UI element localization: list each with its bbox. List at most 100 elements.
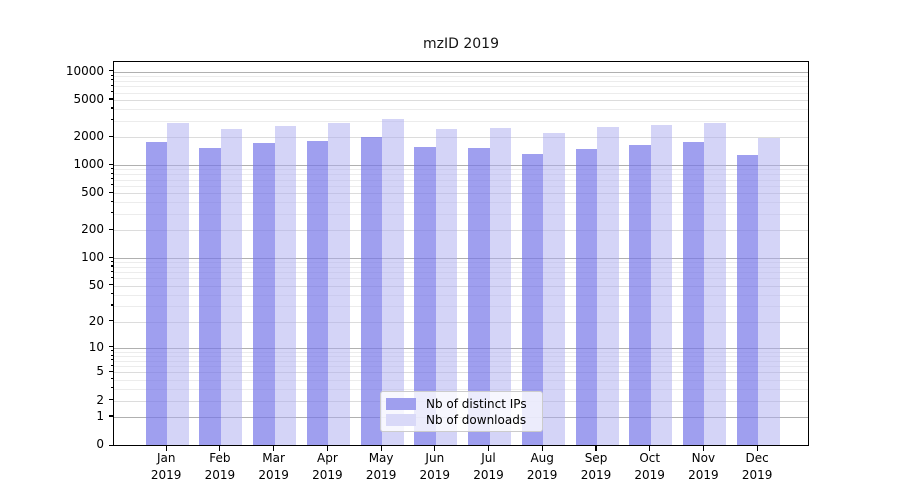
gridline-y-5 <box>114 372 808 374</box>
y-tick-mark-30 <box>110 304 113 306</box>
y-tick-label-1: 1 <box>96 408 104 423</box>
x-tick-label-oct: Oct 2019 <box>634 451 665 482</box>
bar-distinct-ips-apr <box>306 140 329 445</box>
gridline-y-700 <box>114 179 808 181</box>
x-tick-mark-jun <box>434 446 436 451</box>
bar-downloads-may <box>382 118 404 445</box>
x-tick-label-jan: Jan 2019 <box>150 451 182 482</box>
gridline-y-10 <box>114 347 808 349</box>
y-tick-label-10: 10 <box>88 339 104 354</box>
bar-distinct-ips-feb <box>199 148 221 445</box>
gridline-y-20 <box>114 321 808 323</box>
gridline-y-80 <box>114 266 808 268</box>
y-tick-mark-8000 <box>110 79 113 81</box>
gridline-y-40 <box>114 294 808 296</box>
y-tick-mark-5000 <box>108 98 113 100</box>
legend-label-downloads: Nb of downloads <box>426 412 527 427</box>
gridline-y-90 <box>114 262 808 264</box>
gridline-y-9 <box>114 351 808 353</box>
gridline-y-4 <box>114 379 808 381</box>
gridline-y-1000 <box>114 165 808 167</box>
bar-distinct-ips-oct <box>629 144 651 445</box>
y-tick-label-2000: 2000 <box>73 129 104 143</box>
plot-area <box>113 61 809 446</box>
x-tick-mark-may <box>380 446 382 451</box>
y-tick-mark-500 <box>108 191 113 193</box>
bar-downloads-aug <box>543 132 565 445</box>
gridline-y-600 <box>114 185 808 187</box>
y-tick-mark-5 <box>108 370 113 373</box>
y-tick-mark-40 <box>110 293 113 295</box>
x-tick-mark-aug <box>541 446 543 451</box>
bar-distinct-ips-aug <box>521 153 544 445</box>
y-tick-mark-4 <box>110 378 113 380</box>
y-tick-mark-50 <box>108 284 113 286</box>
bar-downloads-jun <box>435 128 458 445</box>
y-tick-mark-90 <box>110 260 113 262</box>
gridline-y-6000 <box>114 92 808 94</box>
y-tick-label-0: 0 <box>96 437 104 451</box>
gridline-y-3000 <box>114 120 808 122</box>
y-tick-mark-3000 <box>110 119 113 121</box>
x-tick-label-jun: Jun 2019 <box>419 451 451 482</box>
y-tick-mark-2 <box>108 399 113 401</box>
bar-downloads-feb <box>220 128 243 445</box>
gridline-y-2000 <box>114 137 808 138</box>
x-tick-label-jul: Jul 2019 <box>473 451 504 482</box>
y-tick-mark-1 <box>108 415 113 417</box>
gridline-y-3 <box>114 388 808 390</box>
y-tick-label-500: 500 <box>81 185 104 200</box>
gridline-y-200 <box>114 230 808 232</box>
gridline-y-60 <box>114 278 808 280</box>
bar-downloads-jul <box>489 127 511 445</box>
x-tick-mark-feb <box>219 446 221 451</box>
chart-title: mzID 2019 <box>423 36 499 52</box>
y-tick-mark-200 <box>108 228 113 230</box>
bar-downloads-jan <box>167 122 189 445</box>
legend-label-distinct-ips: Nb of distinct IPs <box>426 396 527 411</box>
y-tick-mark-100 <box>108 256 113 258</box>
bar-downloads-apr <box>328 122 350 445</box>
y-tick-mark-3 <box>110 387 113 389</box>
gridline-y-8000 <box>114 80 808 82</box>
gridline-y-800 <box>114 174 808 176</box>
y-tick-mark-900 <box>110 167 113 169</box>
y-tick-mark-7000 <box>110 84 113 86</box>
gridline-y-100 <box>114 258 808 259</box>
y-tick-mark-7 <box>110 359 113 361</box>
x-tick-mark-nov <box>702 446 704 451</box>
y-tick-mark-300 <box>110 212 113 214</box>
legend: Nb of distinct IPs Nb of downloads <box>380 391 543 432</box>
y-tick-mark-600 <box>110 184 113 186</box>
y-tick-mark-700 <box>110 178 113 180</box>
x-tick-label-aug: Aug 2019 <box>526 451 558 482</box>
x-tick-mark-jul <box>487 446 490 451</box>
y-tick-label-1000: 1000 <box>73 157 104 172</box>
y-tick-mark-400 <box>110 200 113 202</box>
gridline-y-500 <box>114 193 808 195</box>
bar-distinct-ips-sep <box>575 148 597 445</box>
bar-downloads-mar <box>274 125 297 445</box>
bar-downloads-dec <box>758 137 780 445</box>
gridline-y-7000 <box>114 86 808 88</box>
bar-distinct-ips-nov <box>682 141 705 445</box>
y-tick-mark-70 <box>110 270 113 272</box>
y-tick-mark-9 <box>110 350 113 352</box>
y-tick-mark-20 <box>108 320 113 322</box>
bar-distinct-ips-may <box>360 137 383 445</box>
y-tick-mark-2000 <box>108 135 113 137</box>
y-tick-label-200: 200 <box>81 222 104 237</box>
x-tick-label-apr: Apr 2019 <box>312 451 343 482</box>
gridline-y-9000 <box>114 76 808 78</box>
y-tick-mark-0 <box>108 444 113 446</box>
x-tick-mark-oct <box>649 446 651 451</box>
bar-downloads-sep <box>597 126 619 445</box>
bar-distinct-ips-jan <box>145 141 168 445</box>
bar-distinct-ips-jun <box>414 146 436 445</box>
y-tick-mark-80 <box>110 265 113 267</box>
gridline-y-300 <box>114 213 808 215</box>
y-tick-label-50: 50 <box>88 277 104 292</box>
gridline-y-30 <box>114 305 808 307</box>
bar-distinct-ips-mar <box>253 142 275 445</box>
